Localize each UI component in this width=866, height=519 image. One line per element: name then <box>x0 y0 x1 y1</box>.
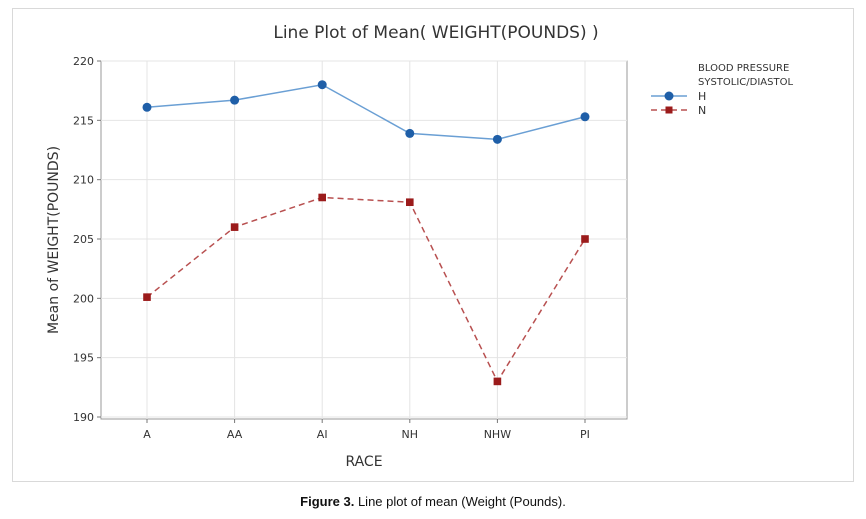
x-tick-label: AA <box>227 428 243 441</box>
x-tick-label: A <box>143 428 151 441</box>
data-point-h <box>492 134 502 144</box>
legend-title-line-1: BLOOD PRESSURE <box>698 63 789 74</box>
data-point-h <box>317 80 327 90</box>
legend: BLOOD PRESSURE SYSTOLIC/DIASTOL HN <box>651 63 793 117</box>
legend-marker-n <box>665 106 673 114</box>
y-tick-label: 195 <box>73 352 94 365</box>
series-line-h <box>146 83 586 141</box>
x-tick-label: AI <box>317 428 328 441</box>
plot-area <box>100 60 628 420</box>
data-point-n <box>493 377 502 386</box>
x-tick-label: NHW <box>484 428 512 441</box>
series-layer <box>142 80 590 386</box>
y-axis-label: Mean of WEIGHT(POUNDS) <box>46 146 62 334</box>
y-tick-label: 215 <box>73 114 94 127</box>
y-tick-label: 210 <box>73 174 94 187</box>
x-tick-label: PI <box>580 428 590 441</box>
figure-caption-text: Line plot of mean (Weight (Pounds). <box>354 494 566 509</box>
data-point-n <box>143 293 151 301</box>
data-point-h <box>142 102 152 112</box>
series-line-n <box>146 196 586 383</box>
legend-label-h: H <box>698 90 706 103</box>
data-point-h <box>230 95 240 105</box>
legend-label-n: N <box>698 104 706 117</box>
x-tick-label: NH <box>402 428 419 441</box>
legend-marker-h <box>664 91 674 101</box>
x-axis-label: RACE <box>345 454 382 470</box>
y-tick-label: 200 <box>73 292 94 305</box>
legend-title-line-2: SYSTOLIC/DIASTOL <box>698 77 793 88</box>
data-point-n <box>406 198 414 207</box>
data-point-h <box>405 128 415 138</box>
grid-layer <box>101 60 627 419</box>
y-tick-label: 205 <box>73 233 94 246</box>
chart-title: Line Plot of Mean( WEIGHT(POUNDS) ) <box>273 23 598 43</box>
data-point-h <box>580 112 590 122</box>
figure-label: Figure 3. <box>300 494 355 509</box>
y-tick-label: 190 <box>73 411 94 424</box>
data-point-n <box>318 193 326 202</box>
y-tick-label: 220 <box>73 55 94 68</box>
figure-caption: Figure 3. Line plot of mean (Weight (Pou… <box>0 494 866 509</box>
data-point-n <box>230 223 239 231</box>
data-point-n <box>581 235 589 243</box>
